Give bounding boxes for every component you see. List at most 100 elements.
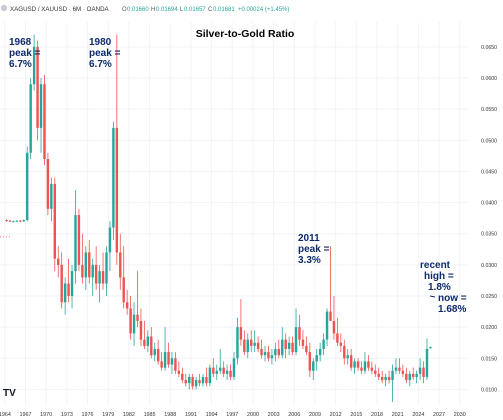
time-axis: 1964 1967 1970 1973 1976 1979 1982 1985 1988 1991…	[0, 412, 466, 418]
candle-body	[377, 373, 380, 377]
x-tick-label: 2000	[247, 412, 259, 418]
x-tick-label: 1964	[0, 412, 11, 418]
candle-body	[305, 345, 308, 353]
candle-body	[39, 84, 43, 128]
candle-body	[387, 376, 391, 381]
candle-body	[29, 84, 32, 153]
candle-body	[243, 339, 246, 353]
annotation-now-line2: 1.68%	[438, 304, 466, 315]
candle-body	[115, 127, 119, 253]
high-value: 0.01694	[156, 7, 178, 13]
candle-body	[322, 339, 325, 349]
candle-body	[263, 352, 267, 356]
candle-body	[174, 358, 177, 371]
candle-body	[260, 348, 263, 356]
y-tick-label: 0.0550	[481, 107, 497, 113]
x-tick-label: 2003	[268, 412, 280, 418]
x-tick-label: 2012	[330, 412, 342, 418]
x-tick-label: 1985	[144, 412, 156, 418]
x-tick-label: 2030	[454, 412, 466, 418]
y-tick-label: 0.0200	[481, 325, 497, 331]
x-tick-label: 1976	[82, 412, 94, 418]
candle-body	[112, 127, 115, 228]
annotation-1968-line1: 1968	[9, 37, 32, 48]
candle-body	[139, 320, 143, 340]
candle-body	[160, 361, 163, 368]
candle-body	[411, 373, 415, 377]
annotation-2011-line1: 2011	[298, 233, 320, 244]
y-tick-label: 0.0400	[481, 201, 497, 207]
x-tick-label: 1991	[185, 412, 197, 418]
candle-body	[325, 311, 329, 340]
candle-body	[360, 367, 363, 371]
candle-body	[146, 336, 150, 346]
candle-body	[315, 355, 318, 362]
candle-body	[429, 347, 432, 349]
close-value: 0.01681	[213, 7, 235, 13]
x-tick-label: 1988	[164, 412, 176, 418]
candle-body	[170, 358, 174, 365]
close-label: C	[208, 7, 213, 13]
candle-body	[291, 342, 294, 353]
candle-body	[267, 352, 270, 359]
x-tick-label: 2027	[433, 412, 445, 418]
candle-body	[191, 376, 194, 387]
candle-body	[418, 367, 422, 374]
candle-body	[70, 271, 74, 297]
candle-body	[229, 370, 232, 377]
y-tick-label: 0.0600	[481, 76, 497, 82]
candle-body	[198, 380, 201, 384]
candle-body	[98, 271, 101, 284]
candle-body	[201, 376, 205, 384]
candle-body	[132, 314, 136, 334]
candle-body	[274, 348, 277, 356]
candle-body	[346, 355, 349, 359]
candle-body	[67, 283, 70, 297]
candle-body	[270, 355, 274, 359]
candle-body	[374, 370, 377, 374]
candle-body	[398, 367, 401, 371]
candle-body	[181, 373, 184, 381]
candle-body	[312, 361, 315, 371]
candle-body	[57, 258, 60, 265]
y-tick-label: 0.0100	[481, 387, 497, 393]
candle-body	[105, 252, 108, 284]
x-tick-label: 1979	[102, 412, 114, 418]
x-tick-label: 2015	[350, 412, 362, 418]
annotation-recent-high: recent high = 1.8%	[420, 260, 457, 293]
price-axis: 0.0100 0.0150 0.0200 0.0250 0.0300 0.0350 0.04…	[481, 45, 497, 394]
annotation-now-line1: now =	[438, 293, 467, 304]
y-tick-label: 0.0350	[481, 232, 497, 238]
x-tick-label: 1973	[61, 412, 73, 418]
open-label: O	[122, 7, 127, 13]
candle-body	[301, 339, 305, 346]
candle-body	[167, 352, 170, 365]
candle-body	[91, 264, 94, 278]
candle-body	[353, 361, 356, 368]
candle-body	[8, 220, 12, 222]
candle-body	[415, 373, 418, 377]
candle-body	[363, 361, 367, 371]
candle-body	[256, 342, 260, 349]
candle-body	[250, 339, 253, 346]
candle-body	[205, 376, 208, 384]
annotation-now: now = 1.68%	[438, 293, 469, 315]
x-tick-label: 2018	[371, 412, 383, 418]
candle-body	[356, 361, 360, 368]
candle-body	[101, 271, 105, 284]
annotation-2011: 2011 peak = 3.3%	[298, 233, 332, 266]
candle-body	[177, 370, 181, 374]
candle-body	[370, 367, 374, 371]
candle-body	[253, 342, 256, 346]
x-tick-label: 2006	[288, 412, 300, 418]
candle-body	[77, 215, 81, 265]
candle-body	[136, 314, 139, 321]
candle-body	[26, 152, 29, 221]
annotation-1968-line3: 6.7%	[9, 59, 32, 70]
low-value: 0.01657	[184, 7, 206, 13]
grid	[0, 22, 468, 405]
candle-body	[405, 373, 408, 381]
y-tick-label: 0.0450	[481, 169, 497, 175]
candle-body	[239, 327, 243, 340]
change-value: +0.00024 (+1.45%)	[238, 7, 289, 13]
